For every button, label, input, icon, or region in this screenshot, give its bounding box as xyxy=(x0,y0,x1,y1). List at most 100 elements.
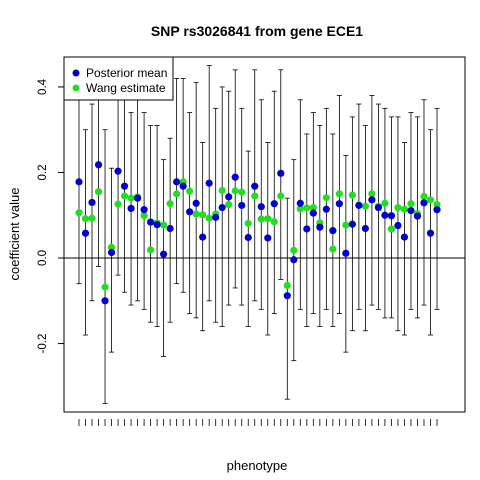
posterior-mean-point xyxy=(381,211,389,219)
y-tick-label: 0.2 xyxy=(37,164,49,180)
legend-box xyxy=(63,56,174,101)
wang-estimate-point xyxy=(114,200,122,208)
posterior-mean-point xyxy=(303,225,311,233)
wang-estimate-point xyxy=(231,187,239,195)
wang-estimate-point xyxy=(335,190,343,198)
posterior-mean-point xyxy=(179,182,187,190)
wang-estimate-point xyxy=(264,215,272,223)
posterior-mean-point xyxy=(407,206,415,215)
posterior-mean-point xyxy=(244,233,252,242)
posterior-mean-point xyxy=(277,169,285,177)
error-bar xyxy=(161,159,167,357)
y-axis-label: coefficient value xyxy=(7,188,22,281)
posterior-mean-point xyxy=(147,218,155,226)
posterior-mean-point xyxy=(238,201,246,210)
posterior-mean-point xyxy=(400,233,409,241)
wang-estimate-point xyxy=(147,246,155,254)
wang-estimate-point xyxy=(283,281,291,289)
y-tick-label: -0.2 xyxy=(37,334,49,354)
x-axis-label: phenotype xyxy=(227,458,288,473)
posterior-mean-point xyxy=(361,224,369,233)
legend-label-wang-estimate: Wang estimate xyxy=(86,81,166,95)
posterior-mean-point xyxy=(120,182,129,190)
posterior-mean-point xyxy=(75,178,83,186)
posterior-mean-point xyxy=(251,182,259,190)
posterior-mean-point xyxy=(81,229,90,237)
posterior-mean-point xyxy=(114,167,122,175)
posterior-mean-point xyxy=(88,198,96,207)
wang-estimate-point xyxy=(394,203,402,212)
wang-estimate-point xyxy=(192,210,200,218)
wang-estimate-point xyxy=(322,194,330,202)
chart-title: SNP rs3026841 from gene ECE1 xyxy=(151,23,363,39)
posterior-mean-point xyxy=(420,199,428,207)
posterior-mean-point xyxy=(231,173,239,181)
posterior-mean-point xyxy=(394,221,402,230)
posterior-mean-point xyxy=(166,224,174,233)
posterior-mean-point xyxy=(316,223,324,231)
wang-estimate-point xyxy=(225,200,233,209)
posterior-mean-point xyxy=(127,204,135,213)
wang-estimate-point xyxy=(244,219,252,227)
posterior-mean-point xyxy=(342,249,350,257)
posterior-mean-point xyxy=(225,193,233,201)
error-bar xyxy=(102,129,108,404)
posterior-mean-point xyxy=(426,229,435,237)
legend-marker-posterior-mean xyxy=(72,69,80,77)
posterior-mean-point xyxy=(101,297,109,305)
posterior-mean-point xyxy=(329,227,337,235)
wang-estimate-point xyxy=(309,203,317,212)
wang-estimate-point xyxy=(251,192,259,200)
posterior-mean-point xyxy=(355,201,363,210)
posterior-mean-point xyxy=(153,221,161,229)
posterior-mean-point xyxy=(335,200,343,208)
wang-estimate-point xyxy=(75,209,83,217)
wang-estimate-point xyxy=(303,204,311,212)
y-axis: -0.2 0.0 0.2 0.4 xyxy=(37,78,64,353)
wang-estimate-point xyxy=(120,192,129,200)
x-axis xyxy=(78,419,438,426)
posterior-mean-point xyxy=(160,250,168,258)
posterior-mean-point xyxy=(257,203,265,211)
wang-estimate-point xyxy=(238,188,246,196)
wang-estimate-point xyxy=(296,205,304,213)
wang-estimate-point xyxy=(186,187,194,195)
posterior-mean-point xyxy=(218,203,226,212)
plot-area xyxy=(64,65,465,404)
wang-estimate-point xyxy=(348,191,356,199)
posterior-mean-point xyxy=(348,220,356,228)
wang-estimate-point xyxy=(218,186,226,195)
wang-estimate-point xyxy=(166,200,174,208)
posterior-mean-point xyxy=(140,206,148,214)
y-tick-label: 0.0 xyxy=(37,250,49,266)
wang-estimate-point xyxy=(127,194,135,202)
wang-estimate-point xyxy=(101,283,109,291)
posterior-mean-point xyxy=(387,212,396,220)
posterior-mean-point xyxy=(374,203,383,212)
posterior-mean-point xyxy=(283,292,291,300)
posterior-mean-point xyxy=(173,178,181,186)
wang-estimate-point xyxy=(257,215,265,223)
wang-estimate-point xyxy=(160,221,168,229)
legend-label-posterior-mean: Posterior mean xyxy=(86,66,167,80)
wang-estimate-point xyxy=(426,196,435,204)
wang-estimate-point xyxy=(342,221,350,229)
wang-estimate-point xyxy=(329,245,337,253)
posterior-mean-point xyxy=(186,208,194,216)
wang-estimate-point xyxy=(420,192,428,201)
posterior-mean-point xyxy=(368,196,376,204)
wang-estimate-point xyxy=(387,225,396,233)
posterior-mean-point xyxy=(296,199,304,207)
wang-estimate-point xyxy=(94,188,103,196)
legend-marker-wang-estimate xyxy=(72,84,80,92)
wang-estimate-point xyxy=(81,215,90,223)
y-tick-label: 0.4 xyxy=(37,78,49,95)
wang-estimate-point xyxy=(205,214,213,222)
wang-estimate-point xyxy=(270,218,278,226)
posterior-mean-point xyxy=(107,248,116,257)
error-bar xyxy=(109,167,115,353)
posterior-mean-point xyxy=(264,234,272,242)
posterior-mean-point xyxy=(322,205,330,213)
wang-estimate-point xyxy=(381,199,389,207)
